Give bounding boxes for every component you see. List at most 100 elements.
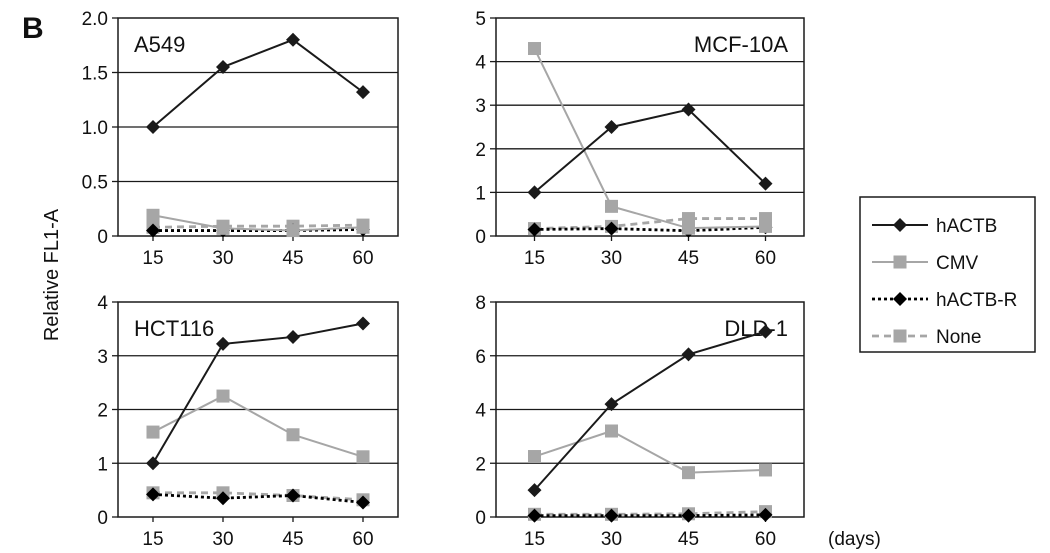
- data-point: [528, 450, 541, 464]
- data-point: [758, 507, 773, 522]
- data-point: [681, 347, 696, 362]
- y-tick-label: 4: [475, 401, 486, 422]
- legend-marker: [893, 329, 907, 343]
- legend-label: hACTB-R: [936, 290, 1017, 311]
- data-point: [605, 199, 618, 213]
- data-point: [286, 224, 300, 238]
- chart-panel-dld-1: 0 2 4 6 8 15 30 45 60 DLD-1: [475, 293, 805, 550]
- x-tick-label: 45: [678, 529, 699, 550]
- series-line: [533, 330, 766, 491]
- x-tick-label: 15: [524, 248, 545, 269]
- series-line: [152, 493, 364, 504]
- chart-panel-hct116: 0 1 2 3 4 15 30 45 60 HCT116: [97, 293, 399, 550]
- legend-marker: [893, 218, 907, 232]
- data-point: [356, 85, 370, 100]
- series-line: [534, 225, 766, 233]
- data-point: [528, 42, 541, 56]
- y-tick-label: 2: [475, 454, 486, 475]
- data-point: [216, 221, 230, 235]
- series-hactb: [527, 102, 773, 200]
- panel-title: A549: [134, 32, 185, 57]
- legend-frame: [859, 196, 1036, 353]
- data-point: [527, 483, 542, 498]
- data-point: [286, 488, 300, 503]
- data-point: [356, 316, 370, 331]
- data-point: [146, 425, 160, 439]
- data-point: [356, 495, 370, 510]
- series-hactb-r: [527, 507, 773, 523]
- series-hactb: [527, 324, 773, 498]
- x-tick-label: 45: [678, 248, 699, 269]
- data-point: [759, 219, 772, 233]
- data-point: [604, 508, 619, 523]
- data-point: [605, 424, 618, 438]
- plot-area: [495, 17, 805, 237]
- x-tick-label: 45: [282, 248, 303, 269]
- data-point: [356, 220, 370, 234]
- data-point: [286, 329, 300, 344]
- y-tick-label: 2: [97, 401, 108, 422]
- y-tick-label: 2.0: [82, 9, 108, 30]
- y-tick-label: 1.5: [82, 64, 108, 85]
- series-line: [533, 108, 767, 194]
- data-point: [146, 456, 160, 471]
- y-tick-label: 5: [475, 9, 486, 30]
- panel-title: HCT116: [134, 316, 214, 341]
- y-tick-label: 2: [475, 140, 486, 161]
- legend-label: CMV: [936, 253, 979, 274]
- data-point: [682, 221, 695, 235]
- legend-item-hactb-r: hACTB-R: [872, 290, 1017, 311]
- series-line: [534, 513, 766, 518]
- x-tick-label: 15: [142, 248, 163, 269]
- legend: hACTB CMV hACTB-R None: [859, 196, 1036, 353]
- series-hactb: [146, 32, 370, 134]
- x-tick-label: 45: [282, 529, 303, 550]
- x-tick-label: 30: [601, 248, 622, 269]
- x-tick-label: 15: [142, 529, 163, 550]
- y-tick-label: 1: [97, 454, 108, 475]
- data-point: [216, 60, 230, 75]
- data-point: [286, 428, 300, 442]
- data-point: [759, 463, 772, 477]
- data-point: [681, 102, 696, 117]
- series-hactb-r: [146, 487, 370, 510]
- series-line: [153, 228, 364, 232]
- legend-label: hACTB: [936, 216, 997, 237]
- data-point: [216, 491, 230, 506]
- x-unit-label: (days): [828, 529, 881, 550]
- series-hactb: [146, 316, 370, 471]
- y-tick-label: 0: [97, 508, 108, 529]
- series-line: [533, 48, 766, 230]
- data-point: [146, 223, 160, 238]
- y-tick-label: 0.5: [82, 173, 108, 194]
- x-tick-label: 60: [352, 248, 373, 269]
- x-tick-label: 60: [755, 248, 776, 269]
- series-cmv: [528, 42, 772, 235]
- x-tick-label: 60: [352, 529, 373, 550]
- data-point: [146, 487, 160, 502]
- x-tick-label: 30: [212, 529, 233, 550]
- series-cmv: [146, 389, 370, 464]
- data-point: [356, 450, 370, 464]
- series-cmv: [146, 208, 370, 238]
- series-line: [152, 394, 364, 458]
- y-tick-label: 0: [475, 508, 486, 529]
- x-tick-label: 30: [212, 248, 233, 269]
- data-point: [604, 397, 619, 412]
- data-point: [146, 208, 160, 222]
- data-point: [527, 222, 542, 237]
- data-point: [758, 176, 773, 191]
- data-point: [604, 120, 619, 134]
- legend-marker: [893, 292, 907, 306]
- y-tick-label: 0: [97, 227, 108, 248]
- y-tick-label: 1: [475, 183, 486, 204]
- data-point: [604, 221, 619, 236]
- data-point: [681, 508, 696, 523]
- legend-item-none: None: [872, 327, 981, 348]
- y-axis-label: Relative FL1-A: [41, 208, 63, 341]
- series-cmv: [528, 424, 772, 480]
- legend-item-hactb: hACTB: [872, 216, 997, 237]
- panel-title: DLD-1: [724, 316, 788, 341]
